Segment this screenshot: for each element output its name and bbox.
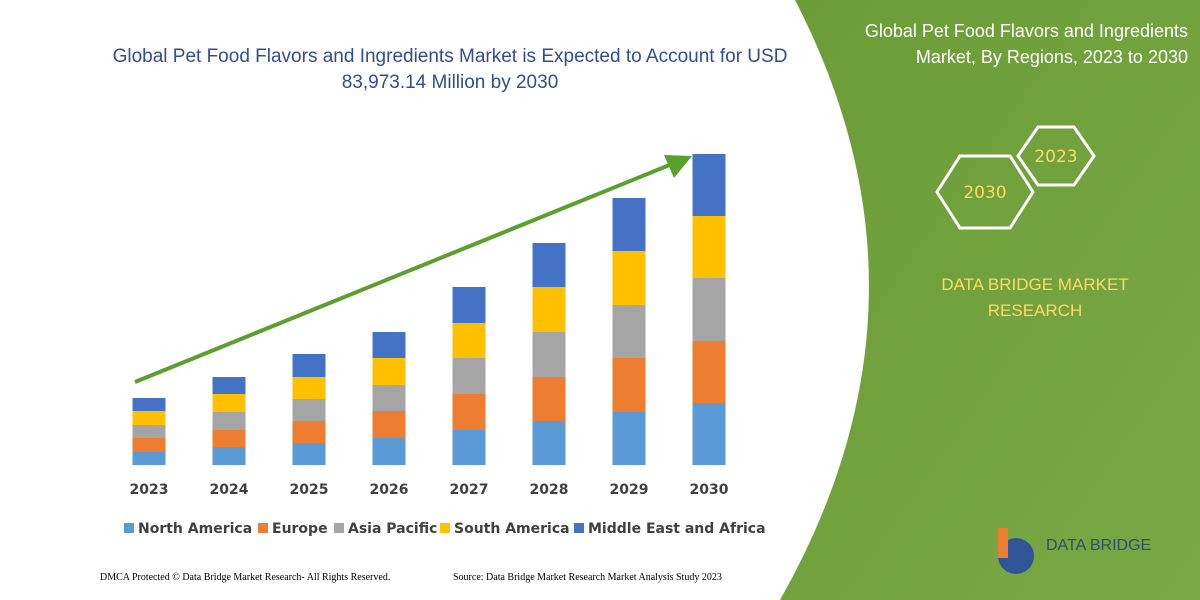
bar-segment xyxy=(132,425,166,438)
bar-segment xyxy=(132,452,166,465)
bar-segment xyxy=(212,377,246,394)
bar-segment xyxy=(452,358,486,394)
bar-segment xyxy=(292,421,326,443)
bar-segment xyxy=(212,447,246,465)
footer-left: DMCA Protected © Data Bridge Market Rese… xyxy=(100,572,391,583)
legend-swatch xyxy=(258,523,268,533)
x-tick-label: 2029 xyxy=(610,482,649,498)
brand: DATA BRIDGE MARKET RESEARCH xyxy=(941,275,1129,320)
legend-swatch xyxy=(574,523,584,533)
arrowhead xyxy=(664,155,692,178)
bar-segment xyxy=(372,385,406,411)
x-tick-label: 2023 xyxy=(130,482,169,498)
legend-label: North America xyxy=(138,521,252,537)
bar-segment xyxy=(452,323,486,358)
bar-segment xyxy=(692,154,726,216)
x-tick-label: 2024 xyxy=(210,482,249,498)
bar-segment xyxy=(372,438,406,465)
x-tick-label: 2028 xyxy=(530,482,569,498)
hex-label: 2023 xyxy=(1034,147,1077,167)
logo-text: DATA BRIDGE xyxy=(1046,537,1151,554)
bar-segment xyxy=(212,394,246,412)
bar-segment xyxy=(452,394,486,430)
x-tick-label: 2026 xyxy=(370,482,409,498)
bar-segment xyxy=(212,430,246,447)
bar-segment xyxy=(612,305,646,358)
legend-swatch xyxy=(124,523,134,533)
bar-segment xyxy=(692,403,726,465)
bar-segment xyxy=(532,332,566,377)
bar-segment xyxy=(372,358,406,385)
bar-segment xyxy=(292,443,326,465)
bar-segment xyxy=(692,341,726,403)
legend-swatch xyxy=(440,523,450,533)
bar-segment xyxy=(612,358,646,412)
hexagons xyxy=(935,125,1096,230)
chart-title: Global Pet Food Flavors and Ingredients … xyxy=(112,46,788,93)
bar-segment xyxy=(532,287,566,332)
logo xyxy=(998,528,1034,574)
bar-segment xyxy=(612,198,646,251)
bar-segment xyxy=(532,243,566,287)
footer-right: Source: Data Bridge Market Research Mark… xyxy=(453,572,722,583)
bar-segment xyxy=(212,412,246,430)
bar-segment xyxy=(532,421,566,465)
green-panel xyxy=(780,0,1200,600)
bar-segment xyxy=(132,411,166,425)
legend-label: Asia Pacific xyxy=(348,521,437,537)
bar-segment xyxy=(692,278,726,341)
x-tick-label: 2027 xyxy=(450,482,489,498)
legend-swatch xyxy=(334,523,344,533)
bar-segment xyxy=(612,412,646,465)
bar-segment xyxy=(292,399,326,421)
bar-segment xyxy=(532,377,566,421)
bar-segment xyxy=(452,287,486,323)
bar-segment xyxy=(612,251,646,305)
bar-segment xyxy=(452,430,486,465)
bar-segment xyxy=(372,332,406,358)
trend-arrow xyxy=(134,162,673,384)
bar-segment xyxy=(292,377,326,399)
bar-segment xyxy=(292,354,326,377)
bar-segment xyxy=(372,411,406,438)
legend-label: Europe xyxy=(272,521,328,537)
legend-label: Middle East and Africa xyxy=(588,521,766,537)
hex-label: 2030 xyxy=(963,183,1006,203)
bar-segment xyxy=(132,398,166,411)
x-tick-label: 2030 xyxy=(690,482,729,498)
x-tick-label: 2025 xyxy=(290,482,329,498)
panel-title: Global Pet Food Flavors and Ingredients … xyxy=(864,21,1188,67)
legend-label: South America xyxy=(454,521,570,537)
bar-segment xyxy=(692,216,726,278)
bar-segment xyxy=(132,438,166,452)
